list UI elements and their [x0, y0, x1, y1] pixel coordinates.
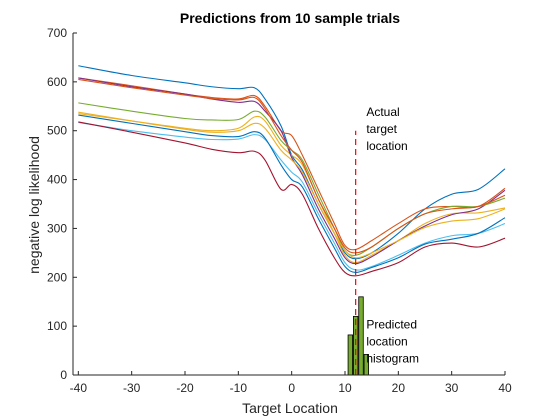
histogram-bar-1 — [347, 334, 354, 376]
x-tick-label: 0 — [288, 381, 295, 395]
y-tick-label: 600 — [47, 75, 67, 89]
annotation-line: Actual — [366, 105, 399, 119]
x-tick-label: 20 — [392, 381, 406, 395]
y-tick-label: 200 — [47, 270, 67, 284]
chart-title: Predictions from 10 sample trials — [180, 10, 400, 26]
x-tick-label: -20 — [176, 381, 194, 395]
y-tick-label: 400 — [47, 173, 67, 187]
annotation-layer: Actual target location Predicted location his… — [366, 105, 419, 366]
annotation-line: location — [366, 335, 407, 349]
annotation-line: location — [366, 139, 407, 153]
y-axis-label: negative log likelihood — [26, 136, 42, 274]
x-tick-label: 40 — [498, 381, 512, 395]
plot-area — [73, 33, 505, 375]
y-tick-label: 100 — [47, 319, 67, 333]
series-line-8 — [78, 114, 506, 273]
series-line-4 — [78, 77, 506, 265]
y-tick-label: 300 — [47, 221, 67, 235]
y-tick-label: 0 — [60, 368, 67, 382]
series-layer — [78, 65, 506, 277]
x-tick-label: -40 — [70, 381, 88, 395]
y-tick-label: 700 — [47, 26, 67, 40]
x-tick-label: 30 — [445, 381, 459, 395]
x-axis-label: Target Location — [242, 400, 338, 416]
series-line-10 — [78, 111, 506, 259]
annotation-2: Predicted location histogram — [366, 318, 419, 366]
annotation-1: Actual target location — [366, 105, 407, 153]
series-line-9 — [78, 78, 506, 254]
histogram-bar-3 — [358, 296, 364, 376]
series-line-6 — [78, 121, 506, 271]
x-tick-label: -10 — [230, 381, 248, 395]
axes-layer: -40 -30 -20 -10 0 10 20 30 400100200300400500600… — [47, 26, 512, 395]
annotation-line: histogram — [366, 352, 419, 366]
y-tick-label: 500 — [47, 124, 67, 138]
x-tick-label: 10 — [338, 381, 352, 395]
annotation-line: Predicted — [366, 318, 417, 332]
annotation-line: target — [366, 122, 397, 136]
histogram-bar-2 — [352, 315, 359, 376]
x-tick-label: -30 — [123, 381, 141, 395]
series-line-7 — [78, 121, 506, 277]
series-line-2 — [78, 77, 506, 251]
